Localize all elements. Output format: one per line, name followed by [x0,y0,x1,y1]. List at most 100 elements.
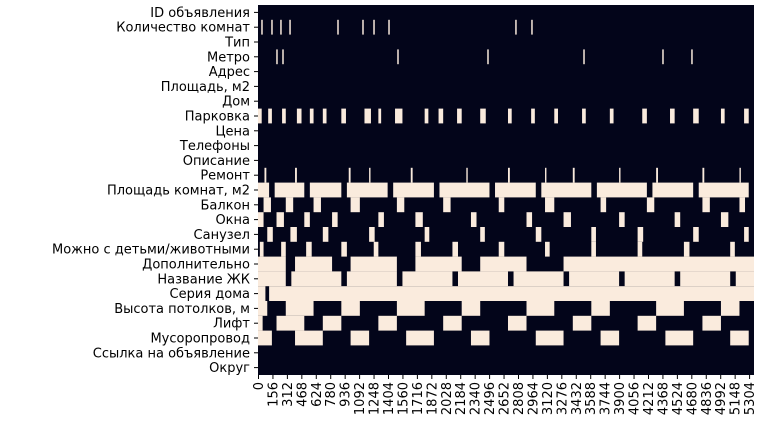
missing-cell [515,19,517,35]
x-tick-label: 2496 [483,382,498,415]
missing-cell [531,108,535,124]
missing-cell [744,108,749,124]
missing-cell [569,271,620,287]
missing-cell [572,315,592,331]
missing-cell [289,19,291,35]
missing-cell [378,212,384,227]
missing-cell [396,301,425,316]
missing-cell [341,108,346,124]
missing-cell [591,301,610,316]
missing-cell [693,108,699,124]
missing-cell [545,167,547,183]
missing-cell [439,182,490,198]
missing-cell [296,108,302,124]
missing-cell [258,271,286,287]
missing-cell [281,241,286,257]
missing-cell [507,315,527,331]
missing-cell [276,212,284,227]
missing-cell [619,212,625,227]
missing-cell [720,108,725,124]
missing-cell [642,108,647,124]
missing-cell [280,19,282,35]
missing-cell [285,301,314,316]
missing-cell [369,227,375,242]
missing-cell [720,212,729,227]
missing-cell [295,330,323,346]
x-tick-label: 4992 [714,382,729,415]
missing-cell [674,212,681,227]
x-tick-label: 3900 [613,382,628,415]
missing-cell [388,19,390,35]
y-tick-label: Название ЖК [157,272,250,287]
missing-cell [591,241,596,257]
missing-cell [258,315,263,331]
missing-cell [665,330,694,346]
missing-cell [526,212,533,227]
y-tick-label: Санузел [194,228,250,243]
missing-cell [285,197,294,213]
missing-cell [470,212,477,227]
missing-cell [258,108,262,124]
missing-cell [600,330,620,346]
missing-cell [269,286,754,301]
missing-cell [395,108,403,124]
missing-cell [341,241,347,257]
missing-cell [341,301,360,316]
missing-cell [378,108,382,124]
missing-cell [263,197,271,213]
missing-cell [306,241,312,257]
missing-cell [683,241,690,257]
missing-cell [541,182,592,198]
missing-cell [480,108,486,124]
missing-cell [480,256,527,272]
missing-cell [373,241,379,257]
missing-cell [415,256,462,272]
missing-cell [258,182,270,198]
missing-cell [304,212,310,227]
missing-cell [348,167,351,183]
missing-cell [702,315,721,331]
missing-cell [554,108,558,124]
x-tick-label: 624 [310,382,325,407]
x-tick-label: 2028 [440,382,455,415]
missing-cell [730,330,749,346]
missing-cell [591,227,596,242]
missing-cell [461,301,481,316]
y-tick-label: Адрес [209,65,250,80]
missing-cell [526,301,555,316]
missing-cell [373,19,375,35]
missing-cell [545,241,550,257]
missing-cell [295,167,297,183]
missing-cell [410,167,413,183]
missing-cell [291,271,342,287]
missing-cell [498,197,505,213]
missing-cell [258,212,264,227]
missing-cell [258,256,286,272]
missing-cell [452,241,458,257]
missing-cell [457,271,508,287]
missing-cell [271,19,273,35]
x-tick-label: 4680 [685,382,700,415]
y-tick-label: Метро [207,50,250,65]
y-tick-label: Ссылка на объявление [93,346,250,361]
missing-cell [406,330,434,346]
x-tick-label: 1716 [411,382,426,415]
missing-cell [332,212,338,227]
missing-cell [498,241,505,257]
missing-cell [267,227,273,242]
missing-cell [466,167,468,183]
x-tick-label: 312 [281,382,296,407]
x-tick-label: 5304 [743,382,758,415]
x-tick-label: 1560 [396,382,411,415]
y-tick-label: Описание [183,154,250,169]
missing-cell [402,271,453,287]
missing-cell [346,271,397,287]
missing-cell [322,227,329,242]
y-tick-label: Дом [222,95,250,110]
missing-cell [572,167,575,183]
missing-cell [691,49,693,65]
y-tick-label: Лифт [213,317,250,332]
missing-cell [662,49,664,65]
missing-cell [545,197,555,213]
x-tick-label: 3744 [599,382,614,415]
